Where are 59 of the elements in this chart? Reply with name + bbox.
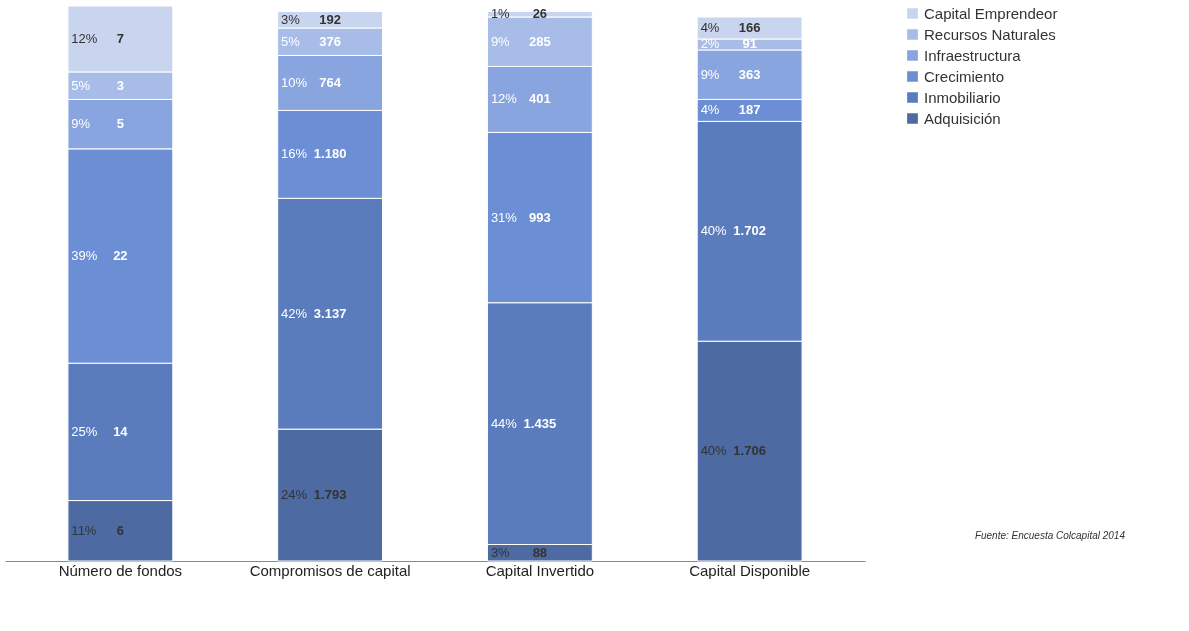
source-note: Fuente: Encuesta Colcapital 2014 <box>974 530 1126 541</box>
data-label: 5% <box>71 77 91 93</box>
annotation: 285 <box>529 33 551 49</box>
data-label: 4% <box>700 102 720 118</box>
annotation: 401 <box>529 91 551 107</box>
data-label: 42% <box>281 305 308 321</box>
annotation: 88 <box>532 544 548 560</box>
annotation: 7 <box>116 30 124 46</box>
annotation: 376 <box>319 33 341 49</box>
data-label: 31% <box>490 209 518 225</box>
annotation: 1.793 <box>313 487 347 503</box>
data-label: 11% <box>71 522 97 538</box>
annotation: 166 <box>738 19 761 35</box>
annotation: 187 <box>738 102 761 118</box>
data-label: 44% <box>490 415 518 431</box>
data-label: 9% <box>71 116 91 132</box>
annotation: 91 <box>742 36 757 52</box>
legend-label: Capital Emprendeor <box>924 4 1058 22</box>
data-label: 40% <box>700 443 728 459</box>
legend-label: Adquisición <box>924 109 1001 127</box>
data-label: 9% <box>700 66 720 82</box>
data-label: 12% <box>71 30 98 46</box>
data-label: 25% <box>71 423 98 439</box>
data-label: 10% <box>281 74 308 90</box>
annotation: 993 <box>529 209 551 225</box>
annotation: 764 <box>319 74 342 90</box>
x-tick-label: Capital Disponible <box>689 561 811 579</box>
data-label: 3% <box>281 11 301 27</box>
annotation: 22 <box>113 248 128 264</box>
data-label: 24% <box>281 487 308 503</box>
data-label: 1% <box>490 6 511 22</box>
data-label: 3% <box>490 544 511 560</box>
legend-label: Infraestructura <box>924 46 1022 64</box>
annotation: 3.137 <box>313 305 347 321</box>
annotation: 1.435 <box>523 415 557 431</box>
data-label: 2% <box>700 36 720 52</box>
legend-label: Recursos Naturales <box>924 25 1056 43</box>
data-label: 9% <box>490 33 511 49</box>
annotation: 363 <box>738 66 761 82</box>
data-label: 5% <box>281 33 301 49</box>
data-label: 40% <box>700 223 728 239</box>
annotation: 1.706 <box>733 443 766 459</box>
annotation: 1.702 <box>733 223 766 239</box>
annotation: 1.180 <box>313 146 347 162</box>
data-label: 12% <box>490 91 518 107</box>
data-label: 39% <box>71 248 98 264</box>
annotation: 6 <box>116 522 124 538</box>
legend-label: Crecimiento <box>924 67 1005 85</box>
data-label: 16% <box>281 146 308 162</box>
annotation: 3 <box>116 77 124 93</box>
x-tick-label: Capital Invertido <box>485 561 595 579</box>
annotation: 14 <box>113 423 129 439</box>
annotation: 192 <box>319 11 341 27</box>
x-tick-label: Compromisos de capital <box>249 561 411 579</box>
x-tick-label: Número de fondos <box>58 561 183 579</box>
annotation: 26 <box>532 6 548 22</box>
annotation: 5 <box>116 116 124 132</box>
legend-label: Inmobiliario <box>924 88 1001 106</box>
data-label: 4% <box>700 19 720 35</box>
